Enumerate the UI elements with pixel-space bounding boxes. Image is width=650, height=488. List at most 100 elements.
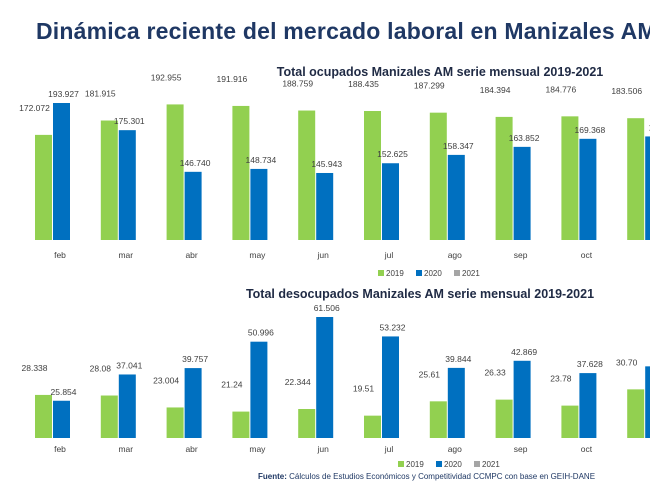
bar-2020-oct — [579, 138, 597, 240]
legend-swatch-2019 — [378, 270, 384, 276]
data-label: 184.394 — [480, 85, 511, 95]
data-label: 181.915 — [85, 89, 116, 99]
category-label: feb — [54, 444, 66, 454]
legend-swatch-2021 — [454, 270, 460, 276]
bar-2020-jul — [382, 336, 399, 438]
category-label: ago — [448, 250, 462, 260]
bar-2019-abr — [166, 104, 184, 240]
chart-title: Total desocupados Manizales AM serie men… — [246, 287, 594, 301]
bar-2019-mar — [100, 120, 118, 240]
bar-2020-may — [250, 168, 268, 240]
category-label: may — [249, 250, 266, 260]
category-label: mar — [118, 444, 133, 454]
data-label: 23.78 — [550, 374, 572, 384]
bar-2019-jun — [298, 409, 316, 438]
legend-swatch-2019 — [398, 461, 404, 467]
bar-2020-abr — [184, 368, 202, 438]
bar-2020-may — [250, 341, 268, 438]
data-label: 53.232 — [380, 322, 406, 332]
legend-label-2019: 2019 — [386, 269, 404, 278]
data-label: 163.852 — [509, 133, 540, 143]
bar-2019-mar — [100, 395, 118, 438]
bar-2020-n — [645, 366, 650, 438]
source-footer: Fuente: Cálculos de Estudios Económicos … — [258, 472, 595, 481]
data-label: 188.435 — [348, 79, 379, 89]
bar-2020-mar — [118, 130, 136, 240]
category-label: oct — [581, 444, 593, 454]
bar-2019-sep — [495, 116, 513, 240]
bar-2019-jul — [364, 415, 381, 438]
data-label: 30.70 — [616, 357, 638, 367]
legend-swatch-2021 — [474, 461, 480, 467]
bar-2020-abr — [184, 171, 202, 240]
category-label: jul — [384, 250, 394, 260]
data-label: 146.740 — [180, 158, 211, 168]
data-label: 28.338 — [22, 363, 48, 373]
bar-2020-ago — [447, 154, 465, 240]
bar-2019-n — [627, 389, 645, 438]
category-label: jun — [317, 250, 330, 260]
bar-2019-feb — [35, 134, 52, 240]
data-label: 25.61 — [419, 369, 441, 379]
bar-2020-feb — [53, 103, 70, 240]
category-label: feb — [54, 250, 66, 260]
bar-2020-jul — [382, 163, 399, 240]
data-label: 148.734 — [246, 155, 277, 165]
legend-swatch-2020 — [416, 270, 422, 276]
data-label: 183.506 — [611, 86, 642, 96]
bar-2020-feb — [53, 400, 70, 438]
bar-2019-abr — [166, 407, 184, 438]
data-label: 158.347 — [443, 141, 474, 151]
bar-2020-ago — [447, 367, 465, 438]
data-label: 172.072 — [19, 103, 50, 113]
data-label: 191.916 — [217, 74, 248, 84]
bar-2020-mar — [118, 374, 136, 438]
data-label: 37.628 — [577, 359, 603, 369]
data-label: 21.24 — [221, 380, 243, 390]
bar-2019-jul — [364, 111, 381, 240]
bar-2019-feb — [35, 394, 52, 438]
data-label: 152.625 — [377, 149, 408, 159]
page-title: Dinámica reciente del mercado laboral en… — [36, 18, 650, 44]
data-label: 39.844 — [445, 354, 471, 364]
bar-2019-may — [232, 411, 250, 438]
bar-2019-sep — [495, 399, 513, 438]
category-label: sep — [514, 250, 528, 260]
data-label: 145.943 — [311, 159, 342, 169]
bar-2019-n — [627, 118, 645, 240]
bar-2020-oct — [579, 373, 597, 438]
bar-2019-oct — [561, 116, 579, 240]
bar-2019-may — [232, 105, 250, 241]
data-label: 26.33 — [484, 368, 506, 378]
data-label: 50.996 — [248, 328, 274, 338]
bar-2020-jun — [316, 172, 334, 240]
category-label: jul — [384, 444, 394, 454]
bar-2019-ago — [429, 401, 447, 438]
legend-label-2019: 2019 — [406, 460, 424, 469]
category-label: oct — [581, 250, 593, 260]
data-label: 193.927 — [48, 89, 79, 99]
data-label: 187.299 — [414, 81, 445, 91]
category-label: abr — [185, 250, 197, 260]
category-label: mar — [118, 250, 133, 260]
legend-label-2020: 2020 — [444, 460, 462, 469]
data-label: 19.51 — [353, 384, 375, 394]
data-label: 188.759 — [282, 79, 313, 89]
chart-title: Total ocupados Manizales AM serie mensua… — [277, 65, 604, 79]
legend-label-2021: 2021 — [482, 460, 500, 469]
data-label: 37.041 — [116, 360, 142, 370]
legend-swatch-2020 — [436, 461, 442, 467]
data-label: 175.301 — [114, 116, 145, 126]
data-label: 22.344 — [285, 377, 311, 387]
legend-label-2021: 2021 — [462, 269, 480, 278]
bar-2019-ago — [429, 112, 447, 240]
bar-2019-jun — [298, 110, 316, 241]
category-label: sep — [514, 444, 528, 454]
category-label: jun — [317, 444, 330, 454]
data-label: 171 — [649, 122, 650, 132]
data-label: 192.955 — [151, 72, 182, 82]
bar-2020-jun — [316, 317, 334, 438]
data-label: 28.08 — [90, 364, 112, 374]
data-label: 25.854 — [51, 387, 77, 397]
